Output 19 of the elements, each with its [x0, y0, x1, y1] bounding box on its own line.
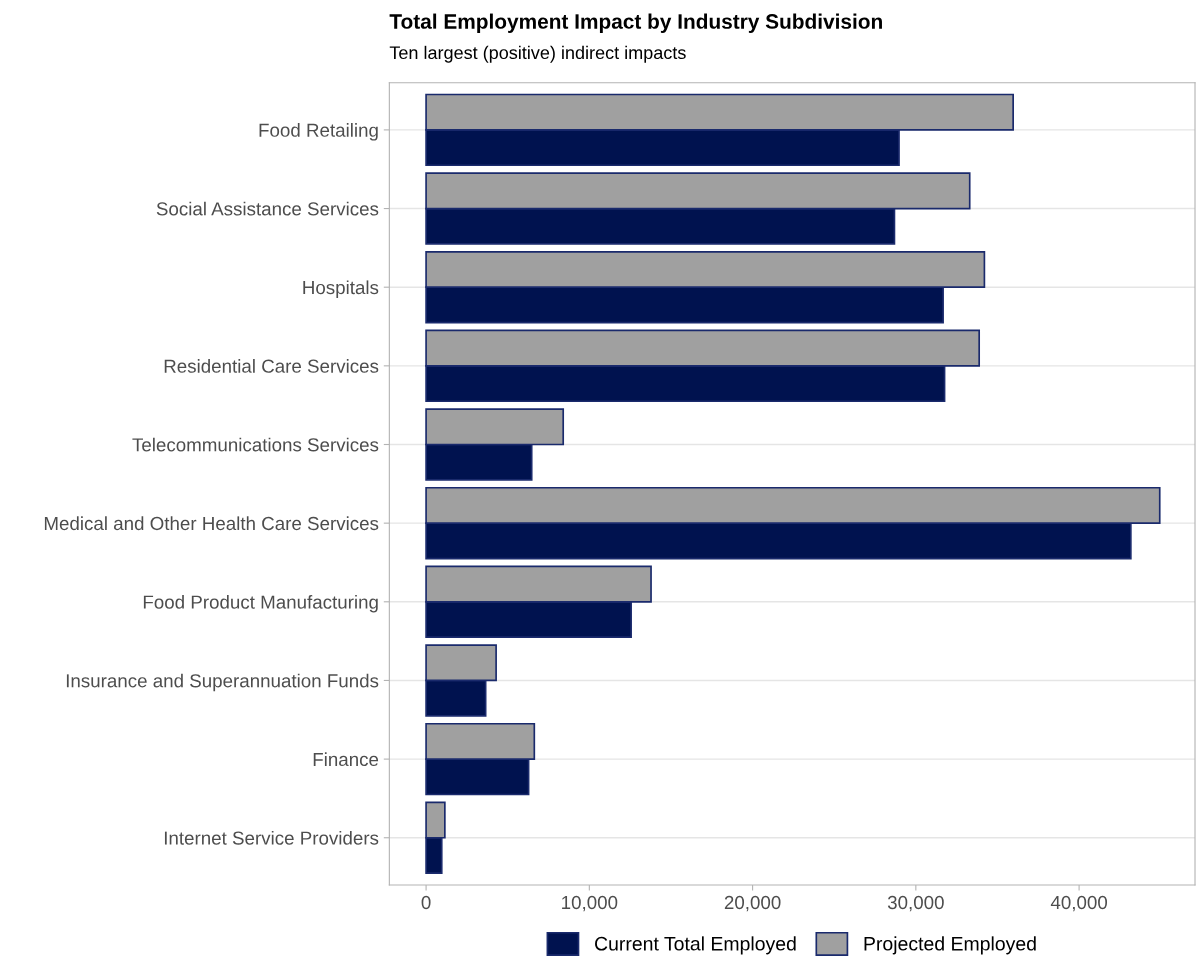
x-tick-label: 40,000 — [1050, 895, 1108, 912]
y-tick-label: Telecommunications Services — [132, 437, 379, 452]
x-tick-label: 10,000 — [562, 895, 618, 912]
y-tick-label: Food Retailing — [259, 123, 378, 141]
chart-subtitle: Ten largest (positive) indirect impacts — [389, 45, 686, 63]
y-tick-label: Insurance and Superannuation Funds — [66, 673, 379, 692]
y-tick-label: Food Product Manufacturing — [143, 595, 378, 613]
y-tick-label: Social Assistance Services — [156, 201, 379, 216]
y-tick-label: Medical and Other Health Care Services — [44, 516, 379, 531]
legend-label: Current Total Employed — [595, 936, 796, 955]
chart-title: Total Employment Impact by Industry Subdivision — [389, 13, 882, 33]
y-tick-label: Finance — [313, 752, 379, 767]
x-tick-label: 30,000 — [887, 895, 944, 912]
y-tick-label: Residential Care Services — [164, 359, 379, 373]
legend-label: Projected Employed — [864, 936, 1036, 955]
y-tick-label: Hospitals — [303, 280, 379, 298]
x-tick-label: 20,000 — [724, 895, 781, 912]
y-tick-label: Internet Service Providers — [164, 830, 379, 845]
x-tick-label: 0 — [421, 895, 431, 910]
